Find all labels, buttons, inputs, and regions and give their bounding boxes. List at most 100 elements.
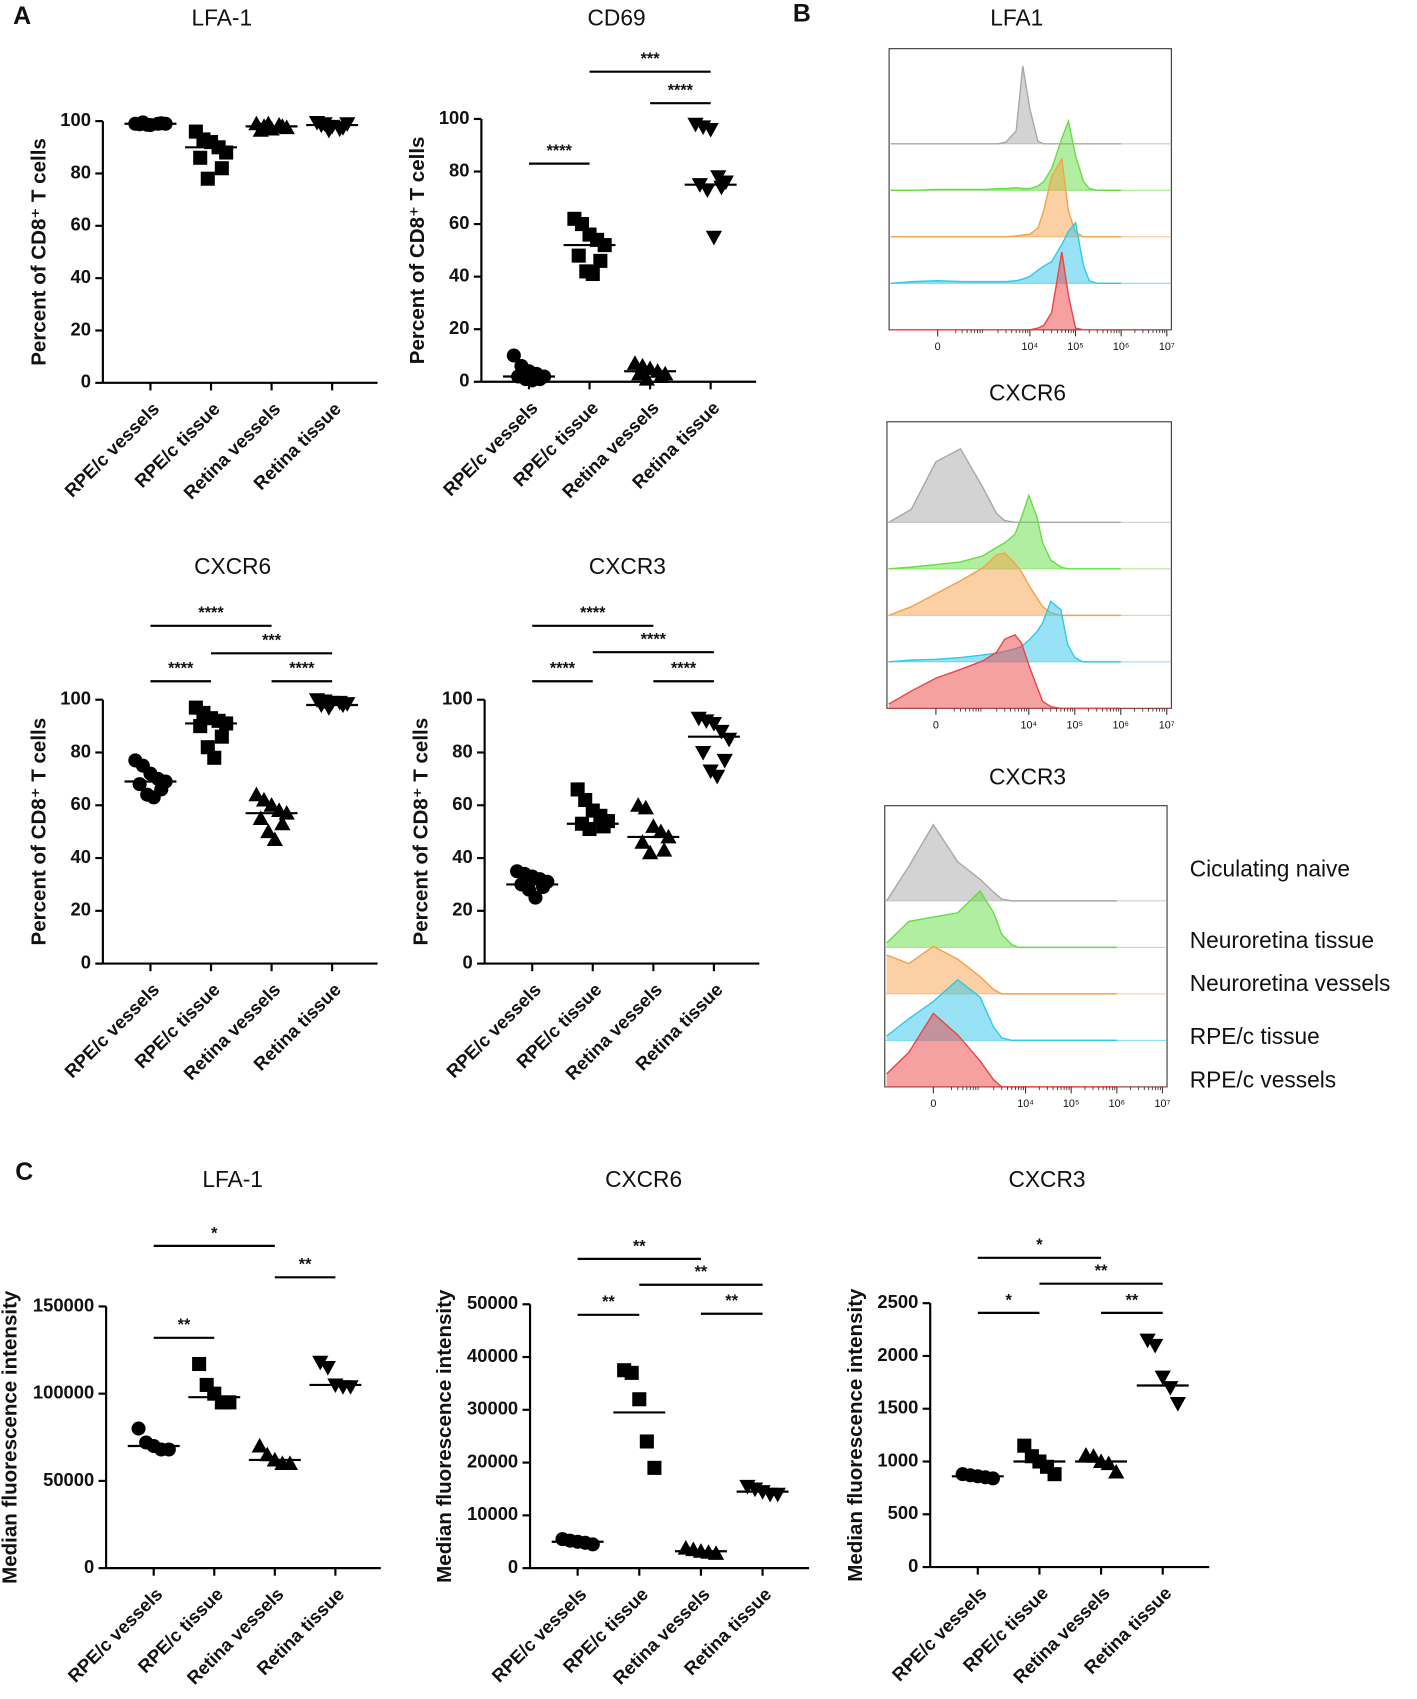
y-tick-label: 20	[71, 899, 91, 920]
panel-letter: A	[13, 2, 31, 30]
significance-label: ****	[198, 604, 224, 622]
x-tick-label: 10⁷	[1155, 1098, 1171, 1110]
y-tick-label: 20000	[467, 1450, 518, 1471]
histogram-curve	[890, 156, 1122, 238]
x-tick-label: 10⁵	[1063, 1098, 1080, 1110]
y-tick-label: 150000	[33, 1294, 94, 1315]
histogram-fill	[888, 634, 1121, 709]
dot	[1085, 1448, 1102, 1463]
significance-label: **	[633, 1237, 646, 1255]
dot	[161, 1442, 176, 1457]
significance-label: ****	[580, 604, 606, 622]
x-tick-label: 0	[935, 341, 941, 353]
significance-label: **	[1095, 1262, 1108, 1280]
histogram-curve	[888, 633, 1121, 710]
histogram-fill	[888, 553, 1121, 616]
y-tick-label: 100	[442, 688, 473, 709]
dot	[709, 769, 726, 785]
y-tick-label: 60	[452, 793, 472, 814]
dot	[699, 183, 716, 199]
y-tick-label: 2000	[877, 1344, 918, 1365]
x-tick-label: 10⁷	[1159, 720, 1175, 732]
y-tick-label: 0	[908, 1555, 918, 1576]
dot	[593, 253, 608, 268]
dot	[200, 171, 215, 186]
dot	[656, 842, 673, 857]
chart-title: CXCR6	[605, 1166, 682, 1192]
dot	[652, 823, 670, 839]
dot	[192, 1356, 207, 1372]
dot	[1108, 1463, 1125, 1479]
y-tick-label: 100000	[33, 1382, 94, 1403]
y-axis-label: Percent of CD8⁺ T cells	[406, 137, 429, 365]
dot	[342, 1380, 359, 1395]
y-tick-label: 2500	[877, 1291, 918, 1312]
dot	[266, 831, 283, 847]
dot	[634, 834, 651, 849]
x-tick-label: 10⁵	[1067, 720, 1084, 732]
dot	[713, 724, 730, 740]
histogram-curve	[886, 890, 1117, 949]
dot	[319, 1361, 336, 1376]
panel-letter: B	[793, 0, 811, 28]
y-tick-label: 80	[71, 740, 91, 761]
dot	[259, 1446, 276, 1462]
chart-title: CXCR3	[989, 764, 1066, 790]
dot	[985, 1471, 1000, 1486]
dot	[248, 786, 265, 802]
y-axis-label: Median fluorescence intensity	[433, 1289, 456, 1583]
y-tick-label: 0	[508, 1556, 518, 1577]
dot	[1147, 1338, 1164, 1354]
y-tick-label: 0	[84, 1556, 94, 1577]
dot	[506, 348, 521, 363]
dot	[570, 782, 585, 797]
dot	[647, 1460, 662, 1475]
chart-title: CD69	[588, 4, 646, 30]
y-tick-label: 0	[81, 371, 91, 392]
significance-label: **	[178, 1316, 191, 1334]
y-tick-label: 20	[452, 899, 472, 920]
y-tick-label: 1500	[877, 1397, 918, 1418]
y-tick-label: 40000	[467, 1345, 518, 1366]
y-tick-label: 20	[449, 317, 469, 338]
dot	[281, 1455, 299, 1470]
dot	[585, 1537, 600, 1552]
chart-title: CXCR6	[989, 380, 1066, 406]
histogram-curve	[890, 65, 1122, 145]
dot	[219, 145, 234, 160]
y-tick-label: 10000	[467, 1503, 518, 1524]
dot	[720, 732, 738, 748]
dot	[207, 750, 222, 765]
dot	[596, 819, 611, 834]
dot	[710, 170, 727, 185]
dot	[251, 1437, 268, 1453]
dot	[641, 844, 659, 860]
dot	[260, 823, 277, 839]
significance-label: ****	[289, 660, 315, 678]
y-tick-label: 100	[60, 109, 91, 130]
dot	[1017, 1438, 1032, 1453]
histogram-fill	[890, 251, 1122, 330]
dot	[624, 1365, 639, 1380]
dot	[1047, 1467, 1062, 1482]
dot	[214, 161, 229, 176]
histogram-curve	[886, 823, 1117, 902]
dot	[716, 753, 733, 769]
dot	[571, 248, 586, 263]
significance-label: *	[211, 1224, 218, 1242]
significance-label: *	[1005, 1291, 1012, 1309]
significance-label: ****	[671, 660, 697, 678]
histogram-fill	[888, 448, 1121, 523]
y-tick-label: 30000	[467, 1398, 518, 1419]
dot	[705, 230, 723, 246]
dot	[131, 1421, 146, 1436]
significance-label: ****	[641, 631, 667, 649]
significance-label: **	[299, 1256, 312, 1274]
dot	[639, 1434, 654, 1449]
dot	[705, 716, 723, 732]
y-tick-label: 60	[71, 793, 91, 814]
histogram-curve	[888, 600, 1121, 663]
chart-title: LFA-1	[202, 1166, 263, 1192]
histogram-curve	[886, 978, 1117, 1042]
